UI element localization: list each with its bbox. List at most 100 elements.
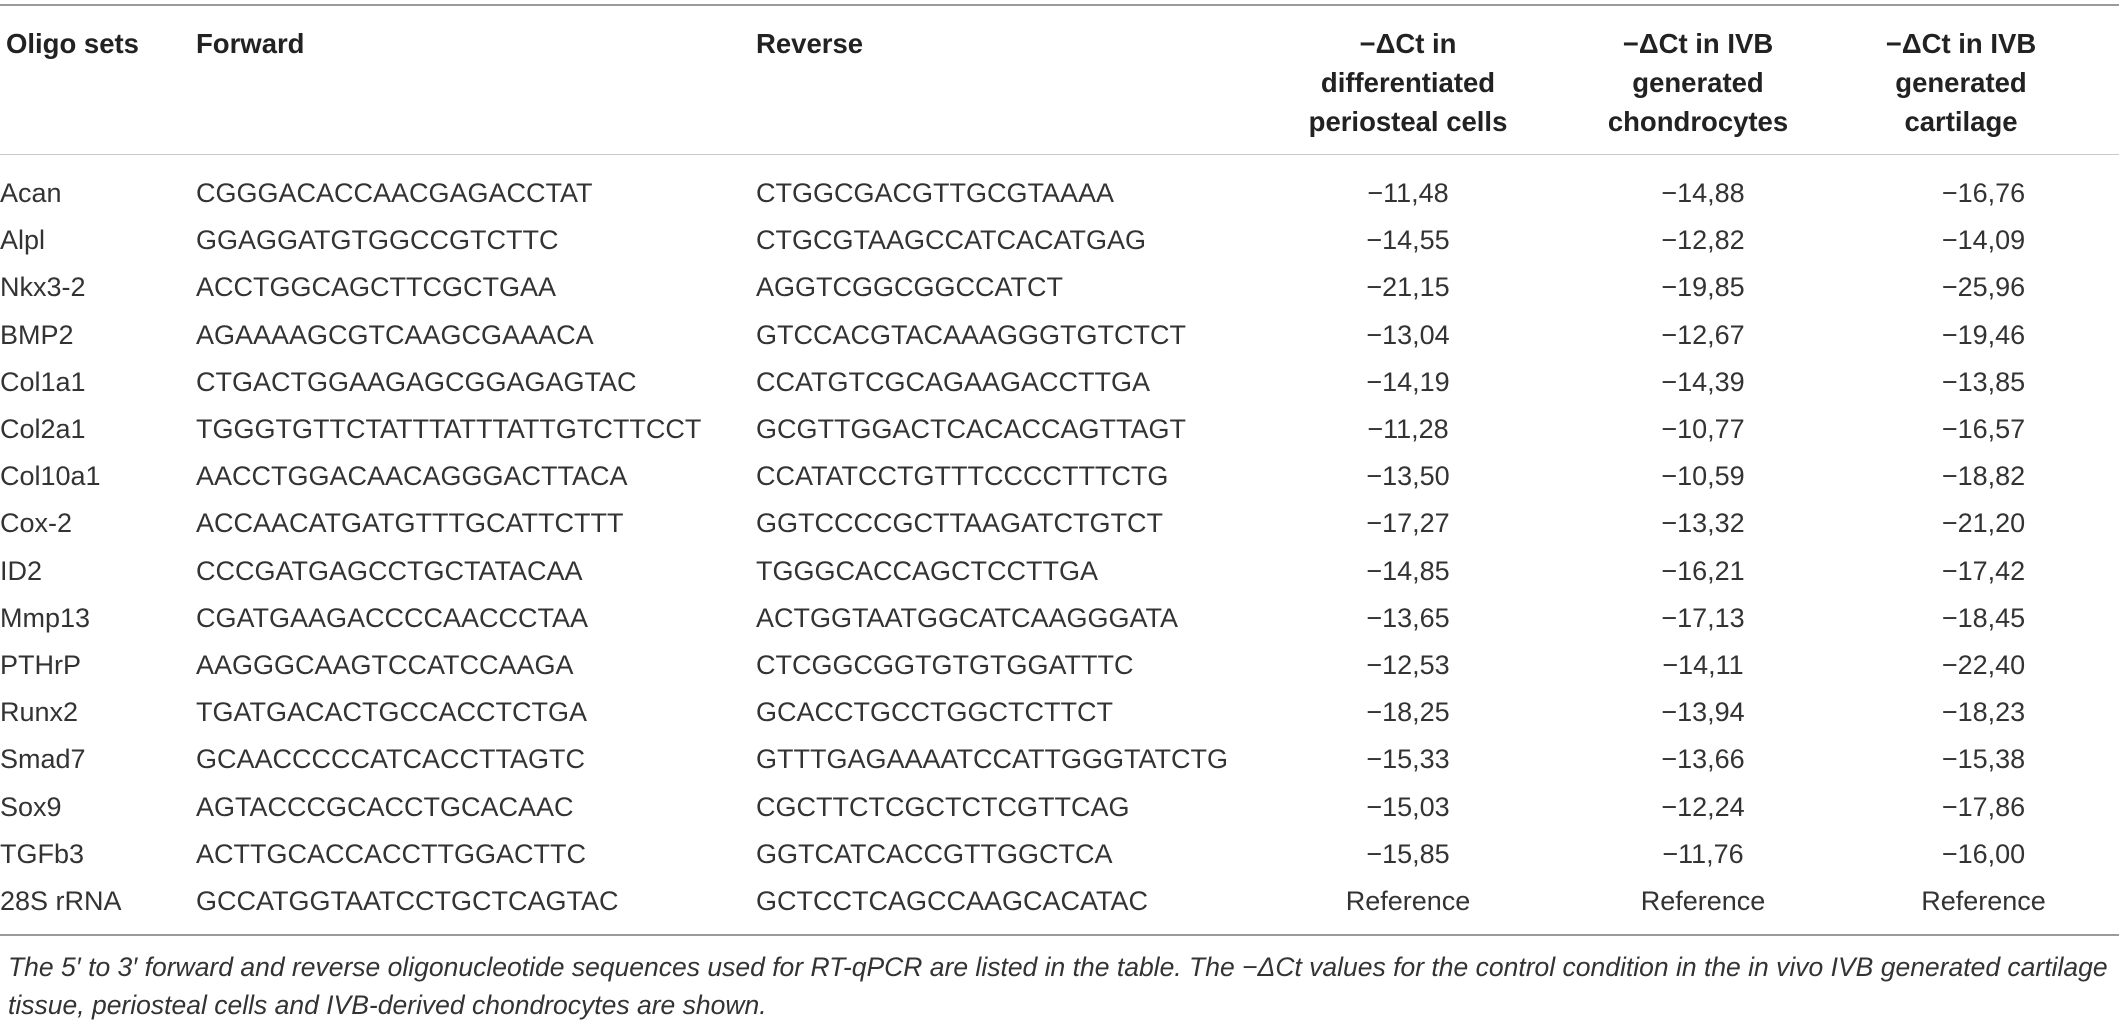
cell-gene: Col2a1 — [0, 414, 86, 445]
table-row: Sox9 AGTACCCGCACCTGCACAAC CGCTTCTCGCTCTCGT… — [0, 783, 2119, 830]
cell-forward: GCAACCCCCATCACCTTAGTC — [196, 744, 585, 775]
header-divider-rule — [0, 154, 2119, 155]
cell-cartilage: −16,00 — [1941, 838, 2026, 869]
cell-gene: Sox9 — [0, 791, 62, 822]
cell-reverse: CTGGCGACGTTGCGTAAAA — [756, 178, 1115, 209]
cell-forward: AGTACCCGCACCTGCACAAC — [196, 791, 574, 822]
cell-forward: ACCAACATGATGTTTGCATTCTTT — [196, 508, 624, 539]
header-chondrocytes: −ΔCt in IVB generated chondrocytes — [1548, 24, 1848, 141]
cell-periosteal: −13,04 — [1366, 319, 1450, 350]
cell-cartilage: −17,42 — [1941, 555, 2026, 586]
cell-cartilage: −16,76 — [1941, 178, 2026, 209]
cell-periosteal: Reference — [1345, 885, 1471, 916]
cell-reverse: GGTCCCCGCTTAAGATCTGTCT — [756, 508, 1163, 539]
table-row: TGFb3 ACTTGCACCACCTTGGACTTC GGTCATCACCGTTG… — [0, 831, 2119, 878]
cell-chondrocytes: −13,94 — [1661, 697, 1745, 728]
cell-cartilage: −15,38 — [1941, 744, 2026, 775]
cell-chondrocytes: −12,82 — [1661, 225, 1745, 256]
header-cartilage-line-3: cartilage — [1904, 106, 2018, 137]
cell-reverse: GCACCTGCCTGGCTCTTCT — [756, 697, 1113, 728]
cell-periosteal: −18,25 — [1366, 697, 1450, 728]
cell-cartilage: −17,86 — [1941, 791, 2026, 822]
cell-cartilage: Reference — [1921, 885, 2046, 916]
cell-cartilage: −21,20 — [1941, 508, 2026, 539]
header-chondrocytes-line-2: generated — [1632, 67, 1764, 98]
cell-periosteal: −15,03 — [1366, 791, 1450, 822]
cell-cartilage: −14,09 — [1941, 225, 2026, 256]
cell-cartilage: −19,46 — [1941, 319, 2026, 350]
header-reverse: Reverse — [756, 28, 864, 59]
cell-chondrocytes: −12,67 — [1661, 319, 1745, 350]
cell-gene: Acan — [0, 178, 62, 209]
cell-gene: PTHrP — [0, 649, 81, 680]
cell-periosteal: −21,15 — [1366, 272, 1450, 303]
table-row: Col10a1 AACCTGGACAACAGGGACTTACA CCATATCCTG… — [0, 453, 2119, 500]
cell-chondrocytes: −17,13 — [1661, 602, 1745, 633]
cell-gene: BMP2 — [0, 319, 74, 350]
table-body: Acan CGGGACACCAACGAGACCTAT CTGGCGACGTTGCGT… — [0, 170, 2119, 925]
cell-chondrocytes: −13,32 — [1661, 508, 1745, 539]
table-row: Alpl GGAGGATGTGGCCGTCTTC CTGCGTAAGCCATCACA… — [0, 217, 2119, 264]
cell-cartilage: −16,57 — [1941, 414, 2026, 445]
table-row: Col1a1 CTGACTGGAAGAGCGGAGAGTAC CCATGTCGCAG… — [0, 359, 2119, 406]
cell-periosteal: −11,48 — [1367, 178, 1449, 209]
header-oligo-sets: Oligo sets — [6, 28, 139, 59]
table-row: Cox-2 ACCAACATGATGTTTGCATTCTTT GGTCCCCGCTT… — [0, 500, 2119, 547]
cell-forward: ACCTGGCAGCTTCGCTGAA — [196, 272, 557, 303]
cell-forward: ACTTGCACCACCTTGGACTTC — [196, 838, 586, 869]
cell-gene: Smad7 — [0, 744, 86, 775]
cell-cartilage: −18,23 — [1941, 697, 2026, 728]
cell-chondrocytes: −19,85 — [1661, 272, 1745, 303]
cell-cartilage: −18,45 — [1941, 602, 2026, 633]
table-row: Runx2 TGATGACACTGCCACCTCTGA GCACCTGCCTGGCT… — [0, 689, 2119, 736]
table-bottom-rule — [0, 934, 2119, 936]
cell-chondrocytes: −14,88 — [1661, 178, 1745, 209]
oligo-table: Acan CGGGACACCAACGAGACCTAT CTGGCGACGTTGCGT… — [0, 170, 2119, 925]
header-chondrocytes-line-1: −ΔCt in IVB — [1622, 28, 1774, 59]
cell-gene: Nkx3-2 — [0, 272, 86, 303]
cell-reverse: GCTCCTCAGCCAAGCACATAC — [756, 885, 1149, 916]
cell-reverse: GGTCATCACCGTTGGCTCA — [756, 838, 1113, 869]
cell-chondrocytes: −16,21 — [1661, 555, 1745, 586]
table-row: Acan CGGGACACCAACGAGACCTAT CTGGCGACGTTGCGT… — [0, 170, 2119, 217]
cell-reverse: CCATGTCGCAGAAGACCTTGA — [756, 366, 1151, 397]
cell-forward: CGATGAAGACCCCAACCCTAA — [196, 602, 589, 633]
cell-forward: CTGACTGGAAGAGCGGAGAGTAC — [196, 366, 637, 397]
cell-gene: Col10a1 — [0, 461, 101, 492]
table-row: Mmp13 CGATGAAGACCCCAACCCTAA ACTGGTAATGGCAT… — [0, 595, 2119, 642]
cell-periosteal: −15,33 — [1366, 744, 1450, 775]
cell-gene: Runx2 — [0, 697, 79, 728]
cell-forward: AGAAAAGCGTCAAGCGAAACA — [196, 319, 594, 350]
cell-gene: TGFb3 — [0, 838, 85, 869]
cell-reverse: GCGTTGGACTCACACCAGTTAGT — [756, 414, 1186, 445]
cell-chondrocytes: −10,59 — [1661, 461, 1745, 492]
cell-reverse: AGGTCGGCGGCCATCT — [756, 272, 1063, 303]
cell-cartilage: −22,40 — [1941, 649, 2026, 680]
cell-gene: Cox-2 — [0, 508, 73, 539]
cell-forward: TGGGTGTTCTATTTATTTATTGTCTTCCT — [196, 414, 702, 445]
header-cartilage-line-1: −ΔCt in IVB — [1885, 28, 2037, 59]
cell-forward: AACCTGGACAACAGGGACTTACA — [196, 461, 628, 492]
cell-forward: GCCATGGTAATCCTGCTCAGTAC — [196, 885, 619, 916]
cell-reverse: GTTTGAGAAAATCCATTGGGTATCTG — [756, 744, 1228, 775]
cell-chondrocytes: −11,76 — [1662, 838, 1744, 869]
cell-forward: CGGGACACCAACGAGACCTAT — [196, 178, 593, 209]
cell-cartilage: −18,82 — [1941, 461, 2026, 492]
header-chondrocytes-line-3: chondrocytes — [1607, 106, 1789, 137]
table-row: PTHrP AAGGGCAAGTCCATCCAAGA CTCGGCGGTGTGTGG… — [0, 642, 2119, 689]
cell-cartilage: −13,85 — [1941, 366, 2026, 397]
cell-reverse: GTCCACGTACAAAGGGTGTCTCT — [756, 319, 1186, 350]
table-row: Nkx3-2 ACCTGGCAGCTTCGCTGAA AGGTCGGCGGCCATC… — [0, 264, 2119, 311]
cell-gene: Mmp13 — [0, 602, 91, 633]
header-cartilage-line-2: generated — [1895, 67, 2027, 98]
cell-periosteal: −14,85 — [1366, 555, 1450, 586]
cell-forward: TGATGACACTGCCACCTCTGA — [196, 697, 587, 728]
header-cartilage: −ΔCt in IVB generated cartilage — [1811, 24, 2111, 141]
table-row: Col2a1 TGGGTGTTCTATTTATTTATTGTCTTCCT GCGTT… — [0, 406, 2119, 453]
cell-periosteal: −11,28 — [1367, 414, 1449, 445]
cell-chondrocytes: −12,24 — [1661, 791, 1745, 822]
cell-forward: CCCGATGAGCCTGCTATACAA — [196, 555, 583, 586]
cell-chondrocytes: Reference — [1640, 885, 1766, 916]
header-periosteal: −ΔCt in differentiated periosteal cells — [1258, 24, 1558, 141]
cell-chondrocytes: −14,39 — [1661, 366, 1745, 397]
